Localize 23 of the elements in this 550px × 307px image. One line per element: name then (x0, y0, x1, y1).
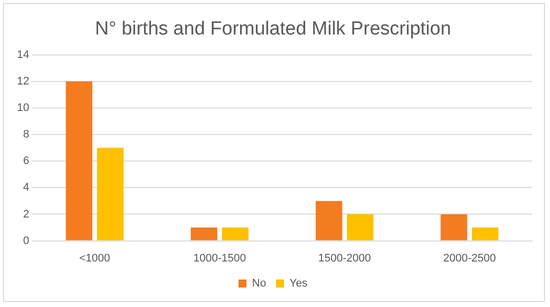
y-tick-label: 12 (16, 75, 30, 88)
y-tick-label: 2 (23, 208, 30, 220)
bar (190, 228, 218, 240)
y-tick-label: 6 (23, 155, 30, 168)
y-tick-label: 10 (16, 102, 30, 114)
bar (440, 214, 468, 240)
bar (316, 200, 342, 240)
x-tick-label: 2000-2500 (443, 252, 496, 264)
x-tick-label: 1000-1500 (193, 252, 246, 264)
y-tick-label: 0 (23, 234, 30, 247)
y-tick-label: 4 (23, 182, 30, 194)
legend-label: No (252, 278, 266, 290)
bar (97, 148, 124, 240)
bar (222, 228, 249, 240)
x-tick-label: 1500-2000 (318, 252, 371, 264)
bar (346, 214, 374, 240)
legend-label: Yes (290, 278, 308, 290)
x-tick-label: <1000 (79, 252, 110, 264)
y-tick-label: 14 (16, 48, 30, 61)
chart-title: N° births and Formulated Milk Prescription (94, 18, 452, 40)
bar (66, 81, 92, 240)
y-tick-label: 8 (23, 128, 30, 141)
bar (472, 228, 498, 240)
